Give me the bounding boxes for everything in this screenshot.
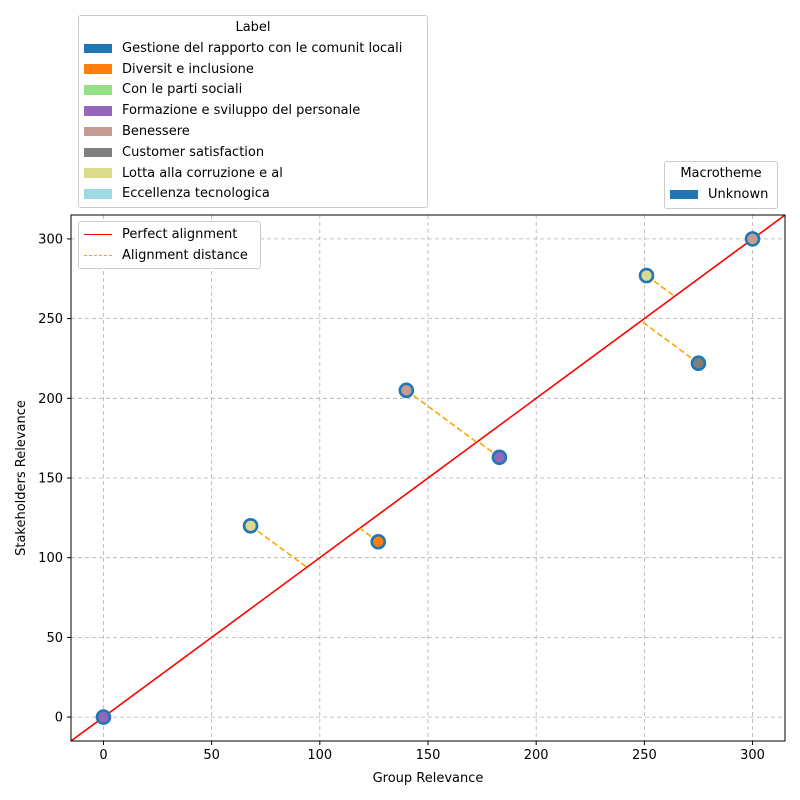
distance-layer xyxy=(250,274,699,568)
y-tick-label: 150 xyxy=(38,472,63,487)
label-legend-swatch xyxy=(84,168,112,178)
line-legend-text: Perfect alignment xyxy=(122,226,238,242)
line-legend-entry: Alignment distance xyxy=(79,245,260,266)
label-legend: Label Gestione del rapporto con le comun… xyxy=(78,15,428,208)
label-legend-text: Lotta alla corruzione e al xyxy=(122,165,283,181)
label-legend-entry: Customer satisfaction xyxy=(79,142,427,163)
y-tick-label: 250 xyxy=(38,312,63,327)
label-legend-text: Eccellenza tecnologica xyxy=(122,186,270,202)
line-legend-swatch xyxy=(84,233,112,235)
label-legend-entry: Gestione del rapporto con le comunit loc… xyxy=(79,38,427,59)
label-legend-swatch xyxy=(84,105,112,116)
x-tick-label: 100 xyxy=(307,748,332,763)
label-legend-text: Diversit e inclusione xyxy=(122,61,254,77)
data-point xyxy=(491,449,508,466)
x-tick-label: 0 xyxy=(99,748,107,763)
label-legend-entry: Lotta alla corruzione e al xyxy=(79,163,427,184)
data-point xyxy=(95,709,112,725)
label-legend-swatch xyxy=(84,189,112,199)
x-tick-label: 50 xyxy=(203,748,220,763)
label-legend-entry: Con le parti sociali xyxy=(79,80,427,101)
alignment-distance-line xyxy=(250,525,308,568)
label-legend-swatch xyxy=(84,43,112,54)
line-legend-text: Alignment distance xyxy=(122,247,248,263)
label-legend-entry: Benessere xyxy=(79,121,427,142)
perfect-alignment-line xyxy=(71,215,785,741)
data-point xyxy=(242,518,259,534)
y-tick-label: 0 xyxy=(55,711,63,726)
label-legend-entry: Formazione e sviluppo del personale xyxy=(79,100,427,121)
x-axis-label: Group Relevance xyxy=(373,771,484,786)
data-point xyxy=(690,355,707,372)
y-tick-label: 100 xyxy=(38,551,63,566)
label-legend-text: Formazione e sviluppo del personale xyxy=(122,103,361,119)
label-legend-swatch xyxy=(84,85,112,95)
x-tick-label: 300 xyxy=(740,748,765,763)
macrotheme-legend-entries: Unknown xyxy=(665,184,777,205)
label-legend-entries: Gestione del rapporto con le comunit loc… xyxy=(79,38,427,204)
y-axis-label: Stakeholders Relevance xyxy=(14,400,29,556)
macrotheme-legend-swatch xyxy=(670,189,698,200)
label-legend-entry: Eccellenza tecnologica xyxy=(79,184,427,205)
macrotheme-legend-title: Macrotheme xyxy=(680,166,762,181)
x-tick-label: 150 xyxy=(416,748,441,763)
point-layer xyxy=(95,231,761,725)
grid-layer xyxy=(71,215,785,741)
line-legend: Perfect alignment Alignment distance xyxy=(78,221,261,269)
line-legend-swatch xyxy=(84,254,112,256)
macrotheme-legend-entry: Unknown xyxy=(665,184,777,205)
macrotheme-legend-text: Unknown xyxy=(708,186,769,202)
data-point xyxy=(398,382,415,399)
label-legend-title: Label xyxy=(235,20,271,35)
label-legend-text: Con le parti sociali xyxy=(122,82,243,98)
data-point xyxy=(744,231,761,247)
line-legend-entries: Perfect alignment Alignment distance xyxy=(79,224,260,266)
label-legend-text: Customer satisfaction xyxy=(122,144,265,160)
line-legend-entry: Perfect alignment xyxy=(79,224,260,245)
alignment-distance-line xyxy=(405,389,478,443)
data-point xyxy=(370,533,387,550)
tick-layer: 0 50 100 150 200 250 300 0 50 100 150 200 250 300 xyxy=(38,232,765,763)
y-tick-label: 300 xyxy=(38,232,63,247)
x-tick-label: 250 xyxy=(632,748,657,763)
alignment-distance-line xyxy=(640,320,699,364)
label-legend-text: Benessere xyxy=(122,124,190,140)
macrotheme-legend: Macrotheme Unknown xyxy=(664,161,778,209)
y-tick-label: 200 xyxy=(38,392,63,407)
label-legend-entry: Diversit e inclusione xyxy=(79,59,427,80)
label-legend-swatch xyxy=(84,147,112,158)
label-legend-swatch xyxy=(84,64,112,74)
label-legend-swatch xyxy=(84,126,112,137)
data-point xyxy=(638,267,655,284)
x-tick-label: 200 xyxy=(524,748,549,763)
diagonal-layer xyxy=(71,215,785,741)
y-tick-label: 50 xyxy=(46,631,63,646)
label-legend-text: Gestione del rapporto con le comunit loc… xyxy=(122,40,403,56)
